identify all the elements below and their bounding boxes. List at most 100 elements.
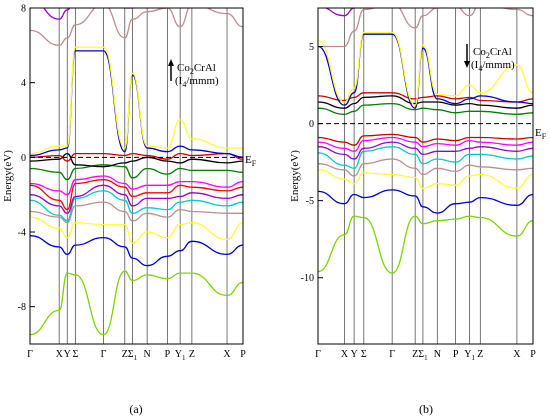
band-line xyxy=(318,141,533,160)
panel-b-sg-open: (I xyxy=(471,59,479,71)
x-tick-label: P xyxy=(453,349,459,360)
band-line xyxy=(30,201,243,224)
panel-b-space-group: (I4/mmm) xyxy=(471,59,515,73)
band-line xyxy=(30,179,243,211)
band-line xyxy=(30,175,243,196)
panel-b-formula-sub1: 2 xyxy=(486,51,490,60)
band-line xyxy=(43,8,136,20)
x-tick-label-sub: 1 xyxy=(471,354,475,362)
y-tick-label: -10 xyxy=(301,273,314,284)
x-tick-label-main: X xyxy=(513,349,521,360)
x-tick-label: P xyxy=(530,349,536,360)
panel-a-sg-sub: 4 xyxy=(182,80,186,89)
x-tick-label: Γ xyxy=(389,349,395,360)
panel-b-sg-sub: 4 xyxy=(478,64,482,73)
x-tick-label-main: X xyxy=(223,349,231,360)
x-tick-label-main: P xyxy=(240,349,246,360)
panel-a-compound-label: Co2CrAl (I4/mmm) xyxy=(168,59,219,89)
x-tick-label: Y xyxy=(351,349,358,360)
x-tick-label-sub: 1 xyxy=(182,354,186,362)
band-line xyxy=(30,46,243,155)
band-line xyxy=(30,235,243,267)
x-tick-label-sub: 1 xyxy=(424,354,428,362)
band-line xyxy=(30,270,243,336)
y-tick-label: 5 xyxy=(309,42,314,53)
x-tick-label: X xyxy=(341,349,349,360)
y-tick-label: -4 xyxy=(18,228,26,239)
band-line xyxy=(318,32,533,106)
x-tick-label-main: Γ xyxy=(27,349,33,360)
band-line xyxy=(318,133,533,146)
y-tick-label: 0 xyxy=(21,153,26,164)
panel-a-formula: Co2CrAl xyxy=(177,62,216,76)
panel-b-fermi-label-main: E xyxy=(535,127,542,139)
panel-b-x-axis: Γ X Y Σ Γ Z Σ1 N P Y1 Z X P xyxy=(315,349,536,362)
band-line xyxy=(318,146,533,169)
panel-b-formula: Co2CrAl xyxy=(473,46,512,60)
x-tick-label: X xyxy=(56,349,64,360)
band-line xyxy=(30,152,243,162)
x-tick-label: Γ xyxy=(315,349,321,360)
x-tick-label: Σ1 xyxy=(128,349,138,362)
panel-a-space-group: (I4/mmm) xyxy=(175,75,219,89)
panel-b-bands xyxy=(318,8,533,274)
x-tick-label: Z xyxy=(189,349,195,360)
x-tick-label-main: Σ xyxy=(72,349,78,360)
band-line xyxy=(30,184,243,214)
panel-b-sg-close: /mmm) xyxy=(482,59,515,71)
panel-a-formula-mid: CrAl xyxy=(194,62,216,74)
panel-a-fermi-label-main: E xyxy=(245,154,252,166)
x-tick-label-main: Γ xyxy=(101,349,107,360)
panel-b-y-axis: -10 -5 0 5 xyxy=(301,42,323,284)
panel-a-bands xyxy=(30,8,243,336)
x-tick-label-main: Z xyxy=(477,349,483,360)
x-tick-label-main: X xyxy=(56,349,64,360)
panel-a-plot-frame xyxy=(29,7,244,345)
panel-b-fermi-label-sub: F xyxy=(542,132,547,141)
panel-a-formula-sub1: 2 xyxy=(190,67,194,76)
band-line xyxy=(318,92,533,103)
band-line xyxy=(318,136,533,152)
band-line xyxy=(30,190,243,222)
panel-b-label: (b) xyxy=(419,402,433,416)
x-tick-label: Y xyxy=(64,349,71,360)
x-tick-label: Y1 xyxy=(464,349,475,362)
band-line xyxy=(30,216,243,244)
x-tick-label-main: Y xyxy=(175,349,182,360)
x-tick-label-main: N xyxy=(144,349,151,360)
x-tick-label: Z xyxy=(412,349,418,360)
x-tick-label-main: P xyxy=(453,349,459,360)
panel-a-formula-prefix: Co xyxy=(177,62,190,74)
x-tick-label: X xyxy=(223,349,231,360)
x-tick-label: Γ xyxy=(101,349,107,360)
panel-b-y-axis-label: Energy(eV) xyxy=(289,150,301,202)
x-tick-label: P xyxy=(240,349,246,360)
y-tick-label: 4 xyxy=(21,78,26,89)
panel-b-plot-frame xyxy=(317,7,534,345)
y-tick-label: -5 xyxy=(306,196,314,207)
x-tick-label-main: Z xyxy=(122,349,128,360)
panel-a-y-axis-label: Energy(eV) xyxy=(2,150,14,202)
panel-a-sg-open: (I xyxy=(175,75,183,87)
x-tick-label-main: Y xyxy=(464,349,471,360)
x-tick-label-main: X xyxy=(341,349,349,360)
y-tick-label: 0 xyxy=(309,119,314,130)
panel-a-spin-up-arrowhead xyxy=(168,59,174,66)
x-tick-label-sub: 1 xyxy=(134,354,138,362)
x-tick-label-main: Γ xyxy=(389,349,395,360)
panel-a-x-axis: Γ X Y Σ Γ Z Σ1 N P Y1 Z X P xyxy=(27,349,246,362)
x-tick-label: N xyxy=(144,349,151,360)
panel-b-fermi-label: EF xyxy=(535,127,547,141)
x-tick-label: Y1 xyxy=(175,349,186,362)
x-tick-label: Z xyxy=(477,349,483,360)
band-line xyxy=(318,158,533,177)
panel-b-compound-label: Co2CrAl (I4/mmm) xyxy=(464,44,515,73)
x-tick-label-main: Z xyxy=(189,349,195,360)
band-line xyxy=(30,152,243,168)
x-tick-label: Σ xyxy=(361,349,367,360)
panel-b-formula-prefix: Co xyxy=(473,46,486,58)
band-line xyxy=(318,102,533,115)
band-line xyxy=(318,215,533,274)
x-tick-label-main: Γ xyxy=(315,349,321,360)
